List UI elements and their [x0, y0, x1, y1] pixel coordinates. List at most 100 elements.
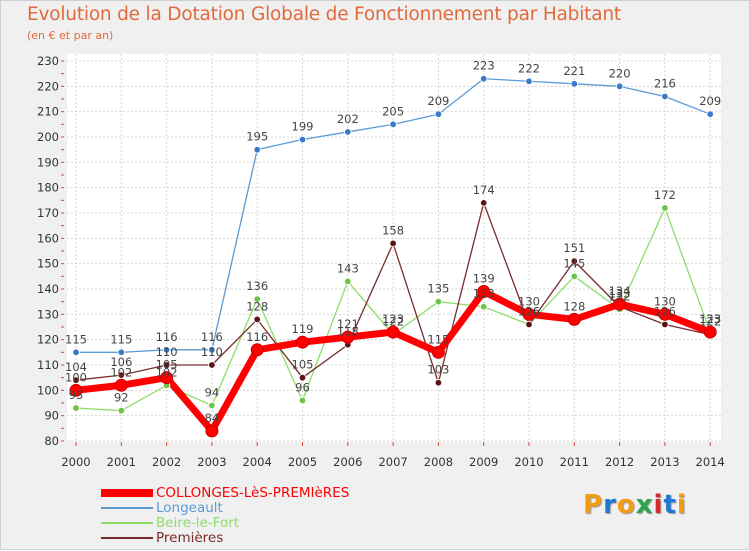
data-label: 174 [473, 183, 495, 197]
y-tick-label: 210 [37, 105, 59, 119]
data-label: 93 [69, 388, 84, 402]
data-label: 135 [427, 282, 449, 296]
data-label: 105 [156, 358, 178, 372]
data-point [208, 361, 216, 369]
data-label: 223 [473, 59, 495, 73]
legend-item-collonges: COLLONGES-LèS-PREMIèRES [101, 486, 349, 500]
x-tick-label: 2002 [152, 455, 181, 469]
data-point [661, 92, 669, 101]
data-point [162, 361, 171, 369]
legend-item-premieres: Premières [101, 531, 223, 545]
y-tick-label: 230 [37, 54, 59, 68]
data-label: 122 [382, 315, 404, 329]
x-tick-label: 2009 [469, 455, 498, 469]
data-point [706, 110, 714, 118]
data-label: 102 [156, 365, 178, 379]
data-point [434, 110, 443, 118]
legend-swatch-premieres [101, 537, 153, 539]
data-point [570, 257, 578, 265]
x-tick-label: 2014 [696, 455, 725, 469]
data-label: 116 [156, 330, 178, 344]
y-tick-label: 190 [37, 155, 59, 169]
data-label: 122 [699, 315, 721, 329]
data-label: 130 [518, 294, 540, 308]
data-point [117, 371, 125, 379]
data-point [480, 199, 488, 207]
data-label: 94 [205, 386, 220, 400]
data-point [114, 378, 128, 392]
data-point [117, 348, 125, 357]
logo-letter: P [583, 490, 604, 520]
data-point [434, 379, 443, 387]
data-point [525, 320, 533, 329]
data-label: 119 [292, 322, 314, 336]
data-point [477, 285, 491, 299]
logo-letter: i [676, 490, 687, 520]
data-point [522, 307, 536, 321]
data-point [253, 295, 261, 303]
data-point [341, 330, 355, 344]
legend-item-beire: Beire-le-Fort [101, 516, 239, 530]
data-point [208, 401, 216, 410]
data-label: 133 [473, 287, 495, 301]
logo-letter: o [616, 490, 636, 520]
data-label: 104 [65, 360, 87, 374]
data-point [344, 277, 352, 286]
data-point [72, 376, 80, 384]
data-point [69, 383, 83, 397]
data-point [298, 396, 307, 405]
data-label: 136 [246, 279, 268, 293]
data-point [613, 297, 627, 311]
data-point [480, 75, 488, 83]
y-tick-label: 110 [37, 358, 59, 372]
legend-item-longeault: Longeault [101, 501, 223, 515]
x-tick-label: 2007 [378, 455, 407, 469]
y-tick-label: 170 [37, 206, 59, 220]
data-label: 139 [473, 272, 495, 286]
y-tick-label: 160 [37, 231, 59, 245]
x-tick-label: 2008 [424, 455, 453, 469]
logo-letter: x [635, 490, 654, 520]
legend-label-beire: Beire-le-Fort [156, 515, 240, 531]
data-point [389, 239, 397, 248]
y-tick-label: 220 [37, 79, 59, 93]
data-point [658, 307, 672, 321]
data-point [160, 371, 174, 385]
data-point [72, 404, 80, 412]
data-point [205, 424, 219, 438]
y-tick-label: 90 [44, 409, 59, 423]
x-tick-label: 2000 [61, 455, 90, 469]
legend-label-collonges: COLLONGES-LèS-PREMIèRES [156, 485, 350, 501]
data-label: 106 [110, 355, 132, 369]
data-point [250, 343, 264, 357]
legend-swatch-beire [101, 522, 153, 524]
data-label: 116 [246, 330, 268, 344]
y-tick-label: 150 [37, 257, 59, 271]
x-tick-label: 2011 [560, 455, 589, 469]
x-tick-label: 2012 [605, 455, 634, 469]
data-label: 158 [382, 223, 404, 237]
data-label: 126 [518, 304, 540, 318]
data-label: 145 [563, 256, 585, 270]
data-point [570, 80, 578, 88]
data-label: 100 [65, 370, 87, 384]
y-tick-label: 140 [37, 282, 59, 296]
data-point [525, 77, 533, 85]
data-point [431, 345, 445, 359]
data-label: 151 [563, 241, 585, 255]
data-point [298, 373, 307, 382]
y-tick-label: 180 [37, 181, 59, 195]
logo-letter: t [663, 490, 677, 520]
data-label: 118 [337, 325, 359, 339]
data-point [117, 406, 125, 415]
data-label: 216 [654, 76, 676, 90]
data-point [615, 82, 624, 91]
data-label: 126 [654, 304, 676, 318]
data-point [253, 315, 261, 324]
data-label: 134 [609, 284, 631, 298]
data-label: 221 [563, 64, 585, 78]
x-tick-label: 2004 [243, 455, 272, 469]
data-point [434, 297, 443, 306]
data-label: 96 [295, 380, 310, 394]
